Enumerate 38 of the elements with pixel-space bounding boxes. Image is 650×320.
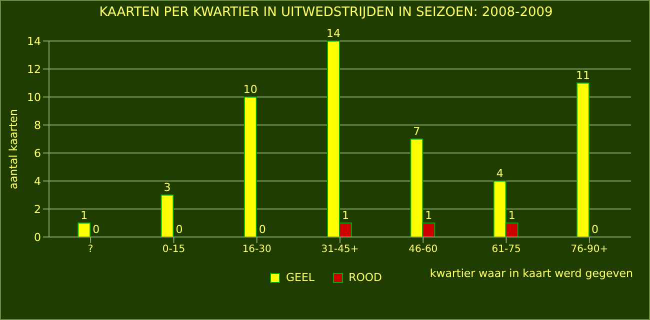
x-tick-label: 46-60 <box>408 244 438 256</box>
y-tick-label: 2 <box>34 202 41 216</box>
data-label: 1 <box>508 209 516 222</box>
legend-label: GEEL <box>285 271 315 284</box>
y-tick-label: 6 <box>34 146 41 160</box>
data-label: 7 <box>413 125 420 138</box>
data-label: 1 <box>342 209 350 222</box>
x-tick-label: ? <box>88 244 94 256</box>
data-label: 14 <box>326 27 341 40</box>
data-label: 10 <box>243 83 258 96</box>
data-label: 4 <box>496 167 504 180</box>
y-tick-label: 12 <box>27 62 41 76</box>
y-tick-label: 10 <box>27 90 41 104</box>
x-tick-label: 0-15 <box>162 244 186 256</box>
data-label: 0 <box>92 223 100 236</box>
y-tick-label: 14 <box>27 34 41 48</box>
data-label: 0 <box>258 223 266 236</box>
y-tick-label: 8 <box>34 118 41 132</box>
bar <box>244 96 257 238</box>
chart-title: KAARTEN PER KWARTIER IN UITWEDSTRIJDEN IN SEIZOEN: 2008-2009 <box>98 5 554 20</box>
x-tick-label: 31-45+ <box>321 244 359 256</box>
y-tick-label: 0 <box>34 230 41 244</box>
data-label: 1 <box>425 209 432 222</box>
data-label: 0 <box>591 223 598 236</box>
data-label: 3 <box>164 181 171 194</box>
data-label: 0 <box>176 223 183 236</box>
bar <box>576 82 590 238</box>
y-tick-label: 4 <box>34 174 41 188</box>
legend-label: ROOD <box>348 271 382 284</box>
x-tick-label: 76-90+ <box>570 244 608 256</box>
x-tick-label: 16-30 <box>242 244 272 256</box>
x-axis-title: kwartier waar in kaart werd gegeven <box>430 267 633 280</box>
x-tick-label: 61-75 <box>492 244 521 256</box>
data-label: 11 <box>576 69 590 82</box>
data-label: 1 <box>80 209 88 222</box>
bar <box>160 194 174 238</box>
y-axis-title: aantal kaarten <box>7 109 20 190</box>
bar <box>78 222 91 238</box>
